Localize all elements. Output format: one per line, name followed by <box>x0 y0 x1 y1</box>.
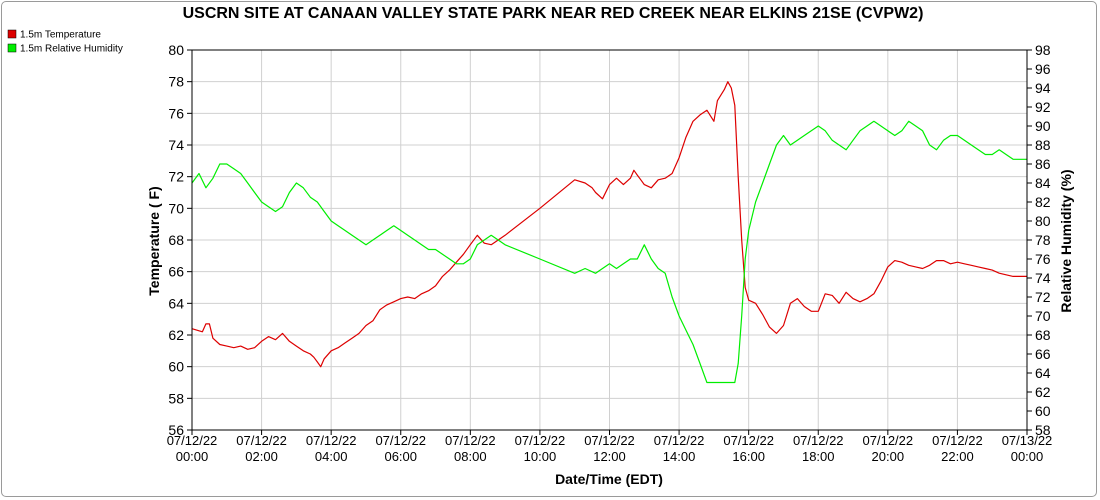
x-tick-label-time: 14:00 <box>663 449 696 464</box>
x-tick-label-time: 08:00 <box>454 449 487 464</box>
x-tick-label-time: 00:00 <box>1011 449 1044 464</box>
y-right-tick-label: 80 <box>1035 213 1051 229</box>
y-left-tick-label: 60 <box>168 359 184 375</box>
humidity-line <box>191 120 1027 384</box>
x-tick-label-time: 04:00 <box>315 449 348 464</box>
x-tick-label-date: 07/12/22 <box>723 433 774 448</box>
x-tick-label-date: 07/12/22 <box>445 433 496 448</box>
x-tick-label-date: 07/13/22 <box>1002 433 1053 448</box>
y-right-tick-label: 92 <box>1035 99 1051 115</box>
x-axis-label: Date/Time (EDT) <box>555 471 663 487</box>
y-left-tick-label: 64 <box>168 295 184 311</box>
legend-label-humidity: 1.5m Relative Humidity <box>20 44 123 55</box>
y-left-tick-label: 72 <box>168 169 184 185</box>
y-right-tick-label: 88 <box>1035 137 1051 153</box>
x-tick-label-time: 06:00 <box>384 449 417 464</box>
y-left-tick-label: 66 <box>168 264 184 280</box>
y-left-tick-label: 76 <box>168 105 184 121</box>
y-left-tick-label: 68 <box>168 232 184 248</box>
y-axis-left-ticks: 56 58 60 62 64 66 68 70 72 74 76 78 80 <box>168 42 192 438</box>
y-right-tick-label: 60 <box>1035 403 1051 419</box>
y-left-tick-label: 56 <box>168 422 184 438</box>
legend-label-temperature: 1.5m Temperature <box>20 30 101 41</box>
x-tick-label-date: 07/12/22 <box>793 433 844 448</box>
y-axis-right-label: Relative Humidity (%) <box>1058 169 1074 312</box>
legend-swatch-humidity <box>7 43 17 53</box>
x-tick-label-time: 10:00 <box>524 449 557 464</box>
y-left-tick-label: 70 <box>168 200 184 216</box>
x-tick-label-time: 16:00 <box>732 449 765 464</box>
x-tick-label-date: 07/12/22 <box>863 433 914 448</box>
x-axis-ticks: 07/12/2200:0007/12/2202:0007/12/2204:000… <box>167 430 1053 464</box>
y-axis-right-ticks: 58 60 62 64 66 68 70 72 74 76 78 80 82 84 86 88 90 92 94 96… <box>1027 42 1051 438</box>
y-right-tick-label: 82 <box>1035 194 1051 210</box>
x-tick-label-date: 07/12/22 <box>932 433 983 448</box>
plot-area <box>191 49 1028 431</box>
x-tick-label-time: 18:00 <box>802 449 835 464</box>
gridlines <box>191 49 1028 431</box>
y-right-tick-label: 76 <box>1035 251 1051 267</box>
x-tick-label-date: 07/12/22 <box>515 433 566 448</box>
x-tick-label-date: 07/12/22 <box>654 433 705 448</box>
chart-title: USCRN SITE AT CANAAN VALLEY STATE PARK N… <box>183 5 924 22</box>
y-left-tick-label: 78 <box>168 74 184 90</box>
y-left-tick-label: 74 <box>168 137 184 153</box>
x-tick-label-date: 07/12/22 <box>167 433 218 448</box>
x-tick-label-time: 02:00 <box>245 449 278 464</box>
y-right-tick-label: 84 <box>1035 175 1051 191</box>
y-right-tick-label: 90 <box>1035 118 1051 134</box>
x-tick-label-time: 12:00 <box>593 449 626 464</box>
y-axis-left-label: Temperature ( F) <box>146 186 162 295</box>
x-tick-label-time: 20:00 <box>872 449 905 464</box>
y-right-tick-label: 78 <box>1035 232 1051 248</box>
y-left-tick-label: 62 <box>168 327 184 343</box>
y-right-tick-label: 64 <box>1035 365 1051 381</box>
y-right-tick-label: 98 <box>1035 42 1051 58</box>
y-right-tick-label: 66 <box>1035 346 1051 362</box>
y-right-tick-label: 58 <box>1035 422 1051 438</box>
x-tick-label-time: 22:00 <box>941 449 974 464</box>
y-right-tick-label: 74 <box>1035 270 1051 286</box>
y-left-tick-label: 80 <box>168 42 184 58</box>
x-tick-label-date: 07/12/22 <box>584 433 635 448</box>
y-right-tick-label: 68 <box>1035 327 1051 343</box>
x-tick-label-date: 07/12/22 <box>306 433 357 448</box>
y-right-tick-label: 86 <box>1035 156 1051 172</box>
x-tick-label-date: 07/12/22 <box>236 433 287 448</box>
legend-swatch-temperature <box>7 29 17 39</box>
y-right-tick-label: 70 <box>1035 308 1051 324</box>
y-left-tick-label: 58 <box>168 390 184 406</box>
series-lines <box>191 81 1027 384</box>
x-tick-label-time: 00:00 <box>176 449 209 464</box>
y-right-tick-label: 96 <box>1035 61 1051 77</box>
y-right-tick-label: 94 <box>1035 80 1051 96</box>
y-right-tick-label: 62 <box>1035 384 1051 400</box>
temperature-line <box>191 81 1027 368</box>
y-right-tick-label: 72 <box>1035 289 1051 305</box>
legend: 1.5m Temperature 1.5m Relative Humidity <box>7 29 123 55</box>
x-tick-label-date: 07/12/22 <box>375 433 426 448</box>
